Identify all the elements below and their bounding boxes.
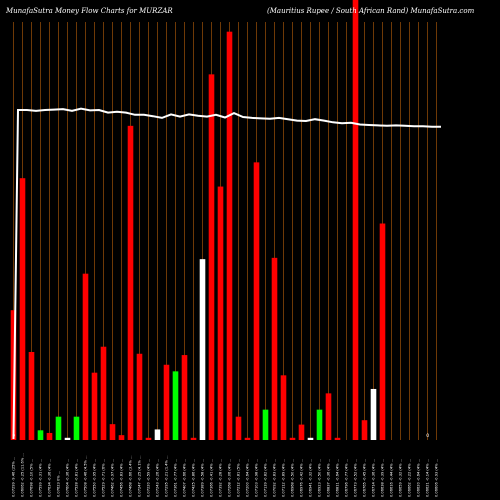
x-tick-label-19: 0.07407 -0.66 (4% ...: [183, 459, 187, 497]
x-tick-label-2: 0.07698 -0.10 (5% ...: [30, 459, 34, 497]
x-tick-label-41: 0.06638 -0.39 (4% ...: [381, 459, 385, 497]
x-tick-label-0: 0.07299 -9.46 (25% ...: [12, 457, 16, 497]
x-tick-label-9: 0.07550 -0.95 (4% ...: [93, 459, 97, 497]
bar-24: [226, 31, 233, 441]
x-tick-label-42: 0.06616 -0.44 (4% ...: [390, 459, 394, 497]
bar-34: [316, 409, 323, 440]
x-tick-label-20: 0.07425 -0.86 (4% ...: [192, 459, 196, 497]
chart-title-right: (Mauritius Rupee / South African Rand) M…: [267, 7, 475, 15]
x-tick-label-17: 0.07295 -0.21 (1.4% ...: [165, 455, 169, 497]
x-tick-label-5: 0.07623 0% ...: [57, 471, 61, 497]
bar-41: [379, 223, 386, 440]
x-tick-label-39: 0.06765 -0.45 (4% ...: [363, 459, 367, 497]
x-tick-label-27: 0.07103 -0.98 (4% ...: [255, 459, 259, 497]
bar-25: [235, 416, 242, 440]
bar-35: [325, 393, 332, 440]
bar-22: [208, 74, 215, 441]
x-tick-label-13: 0.07468 -0.66 (3.4% ...: [129, 455, 133, 497]
x-tick-label-32: 0.06976 -0.42 (4% ...: [300, 459, 304, 497]
x-tick-label-46: 0.06621 -0.14 (4% ...: [426, 459, 430, 497]
x-tick-label-1: 0.06062 -0.25 (11.6% ...: [21, 453, 25, 497]
bar-38: [352, 0, 359, 440]
bar-2: [28, 352, 35, 440]
x-tick-label-36: 0.06811 -0.64 (4% ...: [336, 459, 340, 497]
bar-18: [172, 371, 179, 440]
x-tick-label-37: 0.06796 -0.77 (4% ...: [345, 459, 349, 497]
bar-28: [262, 409, 269, 440]
x-tick-label-43: 0.06659 -0.32 (4% ...: [399, 459, 403, 497]
x-tick-label-22: 0.07366 -0.41 (4% ...: [210, 459, 214, 497]
bar-36: [334, 437, 341, 440]
x-tick-label-35: 0.06837 -0.36 (4% ...: [327, 459, 331, 497]
bar-13: [127, 125, 134, 440]
x-tick-label-18: 0.07361 -0.77 (4% ...: [174, 459, 178, 497]
bar-14: [136, 353, 143, 440]
zero-mark-0: 0: [12, 433, 15, 439]
x-tick-label-21: 0.07389 -0.58 (4% ...: [201, 459, 205, 497]
bar-11: [109, 424, 116, 440]
bar-15: [145, 437, 152, 440]
bar-9: [91, 372, 98, 440]
x-tick-label-26: 0.07200 -0.64 (4% ...: [246, 459, 250, 497]
bar-1: [19, 178, 26, 440]
x-tick-label-6: 0.07604 -0.36 (4% ...: [66, 459, 70, 497]
x-tick-label-12: 0.07456 -0.83 (4% ...: [120, 459, 124, 497]
bar-29: [271, 257, 278, 440]
x-tick-label-40: 0.06714 -0.36 (4% ...: [372, 459, 376, 497]
bar-39: [361, 420, 368, 440]
bar-10: [100, 346, 107, 440]
bar-8: [82, 273, 89, 440]
x-tick-label-24: 0.07268 -0.06 (4% ...: [228, 459, 232, 497]
x-tick-label-8: 0.07508 -0.46 (4.5% ...: [84, 455, 88, 497]
bar-32: [298, 424, 305, 440]
money-flow-line: [12, 107, 441, 440]
bar-4: [46, 432, 53, 440]
bar-33: [307, 437, 314, 440]
bar-series: [10, 0, 386, 441]
x-tick-label-14: 0.07247 -0.25 (4.1% ...: [138, 455, 142, 497]
x-tick-label-11: 0.07462 -0.97 (4% ...: [111, 459, 115, 497]
bar-7: [73, 416, 80, 440]
bar-5: [55, 416, 62, 440]
x-tick-label-34: 0.06923 -0.50 (4% ...: [318, 459, 322, 497]
bar-12: [118, 435, 125, 440]
x-tick-label-4: 0.07634 -0.36 (4% ...: [48, 459, 52, 497]
x-tick-label-33: 0.06941 -0.32 (4% ...: [309, 459, 313, 497]
bar-40: [370, 388, 377, 440]
x-tick-label-15: 0.07220 -0.59 (4% ...: [147, 459, 151, 497]
x-tick-label-29: 0.07092 -0.83 (4% ...: [273, 459, 277, 497]
x-tick-label-38: 0.06773 -0.52 (4% ...: [354, 459, 358, 497]
bar-27: [253, 162, 260, 441]
chart-title-left: MunafaSutra Money Flow Charts for MURZAR: [5, 7, 173, 15]
line-series: [12, 107, 441, 440]
bar-26: [244, 437, 251, 440]
x-tick-label-3: 0.07599 -0.31 (4% ...: [39, 459, 43, 497]
x-tick-label-16: 0.07243 -0.26 (4% ...: [156, 459, 160, 497]
x-tick-label-45: 0.06620 -0.64 (4% ...: [417, 459, 421, 497]
bar-21: [199, 259, 206, 440]
x-tick-label-10: 0.07529 -0.71 (6% ...: [102, 459, 106, 497]
x-tick-label-47: 0.06606 -0.93 (4% ...: [435, 459, 439, 497]
bar-19: [181, 355, 188, 440]
bar-31: [289, 437, 296, 440]
x-tick-label-31: 0.06968 -0.50 (4% ...: [291, 459, 295, 497]
x-tick-label-7: 0.07528 -0.81 (4% ...: [75, 459, 79, 497]
x-tick-label-28: 0.07139 -0.82 (4% ...: [264, 459, 268, 497]
bar-30: [280, 375, 287, 440]
bar-6: [64, 437, 71, 440]
bar-17: [163, 364, 170, 440]
x-tick-label-25: 0.07212 -0.81 (5% ...: [237, 459, 241, 497]
x-tick-label-23: 0.07392 -0.28 (4% ...: [219, 459, 223, 497]
bar-16: [154, 429, 161, 440]
zero-mark-1: 0: [426, 433, 429, 439]
x-tick-label-30: 0.07112 -0.89 (4% ...: [282, 459, 286, 497]
bar-23: [217, 186, 224, 440]
x-tick-labels: 0.07299 -9.46 (25% ... 0.06062 -0.25 (11.…: [12, 453, 439, 497]
x-tick-label-44: 0.06662 -0.22 (4% ...: [408, 459, 412, 497]
bar-3: [37, 430, 44, 440]
bar-20: [190, 437, 197, 440]
